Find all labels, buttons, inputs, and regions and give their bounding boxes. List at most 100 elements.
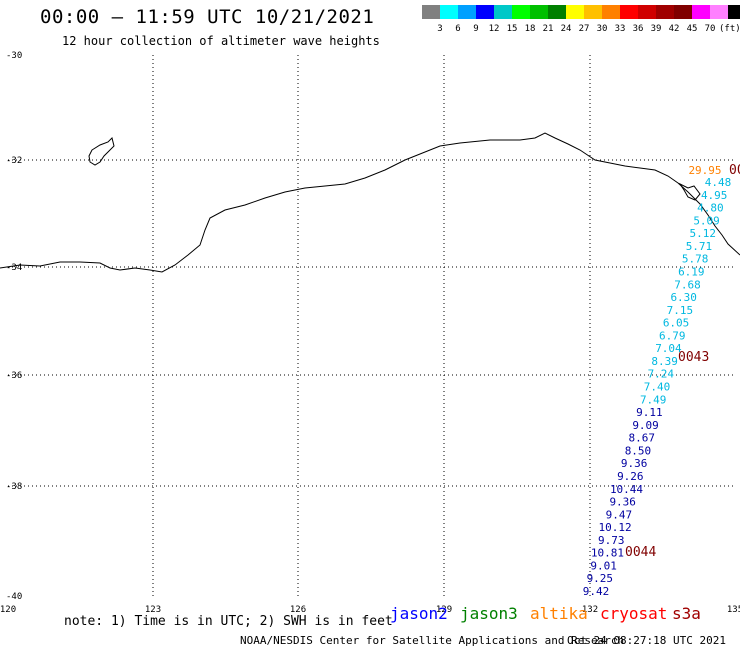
latitude-label: -30 xyxy=(6,51,22,61)
scale-swatch xyxy=(674,5,692,19)
longitude-label: 123 xyxy=(145,605,161,615)
wave-height-value: 8.50 xyxy=(625,444,652,457)
scale-swatch xyxy=(422,5,440,19)
scale-label: 30 xyxy=(596,24,608,34)
time-marker: 0044 xyxy=(625,545,656,560)
wave-height-value: 7.68 xyxy=(674,278,701,291)
wave-height-value: 4.95 xyxy=(701,189,728,202)
wave-height-value: 4.80 xyxy=(697,202,724,215)
time-marker: 00 xyxy=(729,163,740,178)
scale-label: 21 xyxy=(542,24,554,34)
wave-height-value: 5.78 xyxy=(682,253,709,266)
satellite-cryosat: cryosat xyxy=(600,604,668,623)
latitude-labels: -30 -32 -34 -36 -38 -40 xyxy=(6,51,22,602)
scale-label: 70 xyxy=(704,24,716,34)
wave-height-value: 4.48 xyxy=(705,176,732,189)
scale-swatch xyxy=(638,5,656,19)
wave-height-value: 9.47 xyxy=(606,508,633,521)
latitude-label: -32 xyxy=(6,156,22,166)
satellite-jason3: jason3 xyxy=(460,604,518,623)
wave-height-value: 5.71 xyxy=(686,240,713,253)
wave-height-value: 5.12 xyxy=(690,227,717,240)
wave-height-value: 10.12 xyxy=(599,521,632,534)
wave-height-value: 7.24 xyxy=(648,368,675,381)
map-title: 00:00 – 11:59 UTC 10/21/2021 xyxy=(40,6,375,28)
scale-label: (ft) xyxy=(719,24,740,34)
wave-height-value: 9.09 xyxy=(632,419,659,432)
longitude-label: 135 xyxy=(727,605,740,615)
scale-label: 15 xyxy=(506,24,518,34)
wave-height-value: 9.36 xyxy=(621,457,648,470)
coastline xyxy=(0,132,740,273)
latitude-label: -36 xyxy=(6,371,22,381)
wave-height-value: 9.01 xyxy=(590,559,617,572)
coastal-inlet-shape xyxy=(678,182,701,201)
scale-swatch xyxy=(710,5,728,19)
scale-label: 27 xyxy=(578,24,590,34)
wave-height-value: 7.15 xyxy=(667,304,694,317)
longitude-label: 120 xyxy=(0,605,16,615)
scale-swatch xyxy=(458,5,476,19)
wave-height-value: 8.67 xyxy=(629,432,656,445)
longitude-labels: 120 123 126 129 132 135 xyxy=(0,605,740,615)
scale-label: 3 xyxy=(437,24,443,34)
scale-label: 6 xyxy=(455,24,461,34)
wave-height-value: 6.79 xyxy=(659,329,686,342)
scale-label: 12 xyxy=(488,24,500,34)
scale-label: 45 xyxy=(686,24,698,34)
scale-label: 33 xyxy=(614,24,626,34)
latitude-label: -34 xyxy=(6,263,22,273)
altimeter-track: 4.484.954.805.095.125.715.786.197.686.30… xyxy=(583,163,740,598)
scale-swatch xyxy=(692,5,710,19)
time-marker: 0043 xyxy=(678,350,709,365)
wave-height-value: 6.19 xyxy=(678,265,705,278)
wave-height-value: 9.73 xyxy=(598,534,625,547)
wave-height-value: 10.81 xyxy=(591,547,624,560)
wave-height-value: 7.40 xyxy=(644,381,671,394)
generated-timestamp: Oct 24 08:27:18 UTC 2021 xyxy=(567,634,726,647)
satellite-altika: altika xyxy=(530,604,588,623)
satellite-jason2: jason2 xyxy=(390,604,448,623)
scale-swatch xyxy=(548,5,566,19)
credit-text: NOAA/NESDIS Center for Satellite Applica… xyxy=(240,634,625,647)
wave-height-value: 9.11 xyxy=(636,406,663,419)
scale-swatch xyxy=(656,5,674,19)
wave-height-value: 8.39 xyxy=(651,355,678,368)
longitude-label: 129 xyxy=(436,605,452,615)
map-subtitle: 12 hour collection of altimeter wave hei… xyxy=(62,34,380,48)
scale-swatch xyxy=(584,5,602,19)
scale-swatch xyxy=(620,5,638,19)
scale-label: 18 xyxy=(524,24,536,34)
wave-height-value: 9.42 xyxy=(583,585,610,598)
scale-label: 39 xyxy=(650,24,662,34)
wave-height-value: 9.26 xyxy=(617,470,644,483)
wave-height-value: 29.95 xyxy=(688,164,721,177)
scale-label: 42 xyxy=(668,24,680,34)
wave-height-value: 7.04 xyxy=(655,342,682,355)
wave-height-value: 9.36 xyxy=(609,496,636,509)
wave-height-value: 6.05 xyxy=(663,317,690,330)
longitude-label: 132 xyxy=(582,605,598,615)
scale-swatch xyxy=(440,5,458,19)
island-shape xyxy=(88,137,115,166)
scale-swatch xyxy=(476,5,494,19)
wave-height-value: 7.49 xyxy=(640,393,667,406)
scale-swatch xyxy=(602,5,620,19)
longitude-label: 126 xyxy=(290,605,306,615)
scale-swatch xyxy=(728,5,740,19)
wave-height-value: 6.30 xyxy=(670,291,697,304)
scale-swatch xyxy=(566,5,584,19)
latitude-label: -40 xyxy=(6,592,22,602)
wave-height-value: 5.09 xyxy=(693,214,720,227)
scale-label: 36 xyxy=(632,24,644,34)
scale-label: 24 xyxy=(560,24,572,34)
wave-height-value: 10.44 xyxy=(610,483,643,496)
satellite-s3a: s3a xyxy=(672,604,701,623)
scale-swatch xyxy=(512,5,530,19)
scale-label: 9 xyxy=(473,24,479,34)
wave-height-value: 9.25 xyxy=(587,572,614,585)
scale-swatch xyxy=(494,5,512,19)
scale-swatch xyxy=(530,5,548,19)
latitude-label: -38 xyxy=(6,482,22,492)
